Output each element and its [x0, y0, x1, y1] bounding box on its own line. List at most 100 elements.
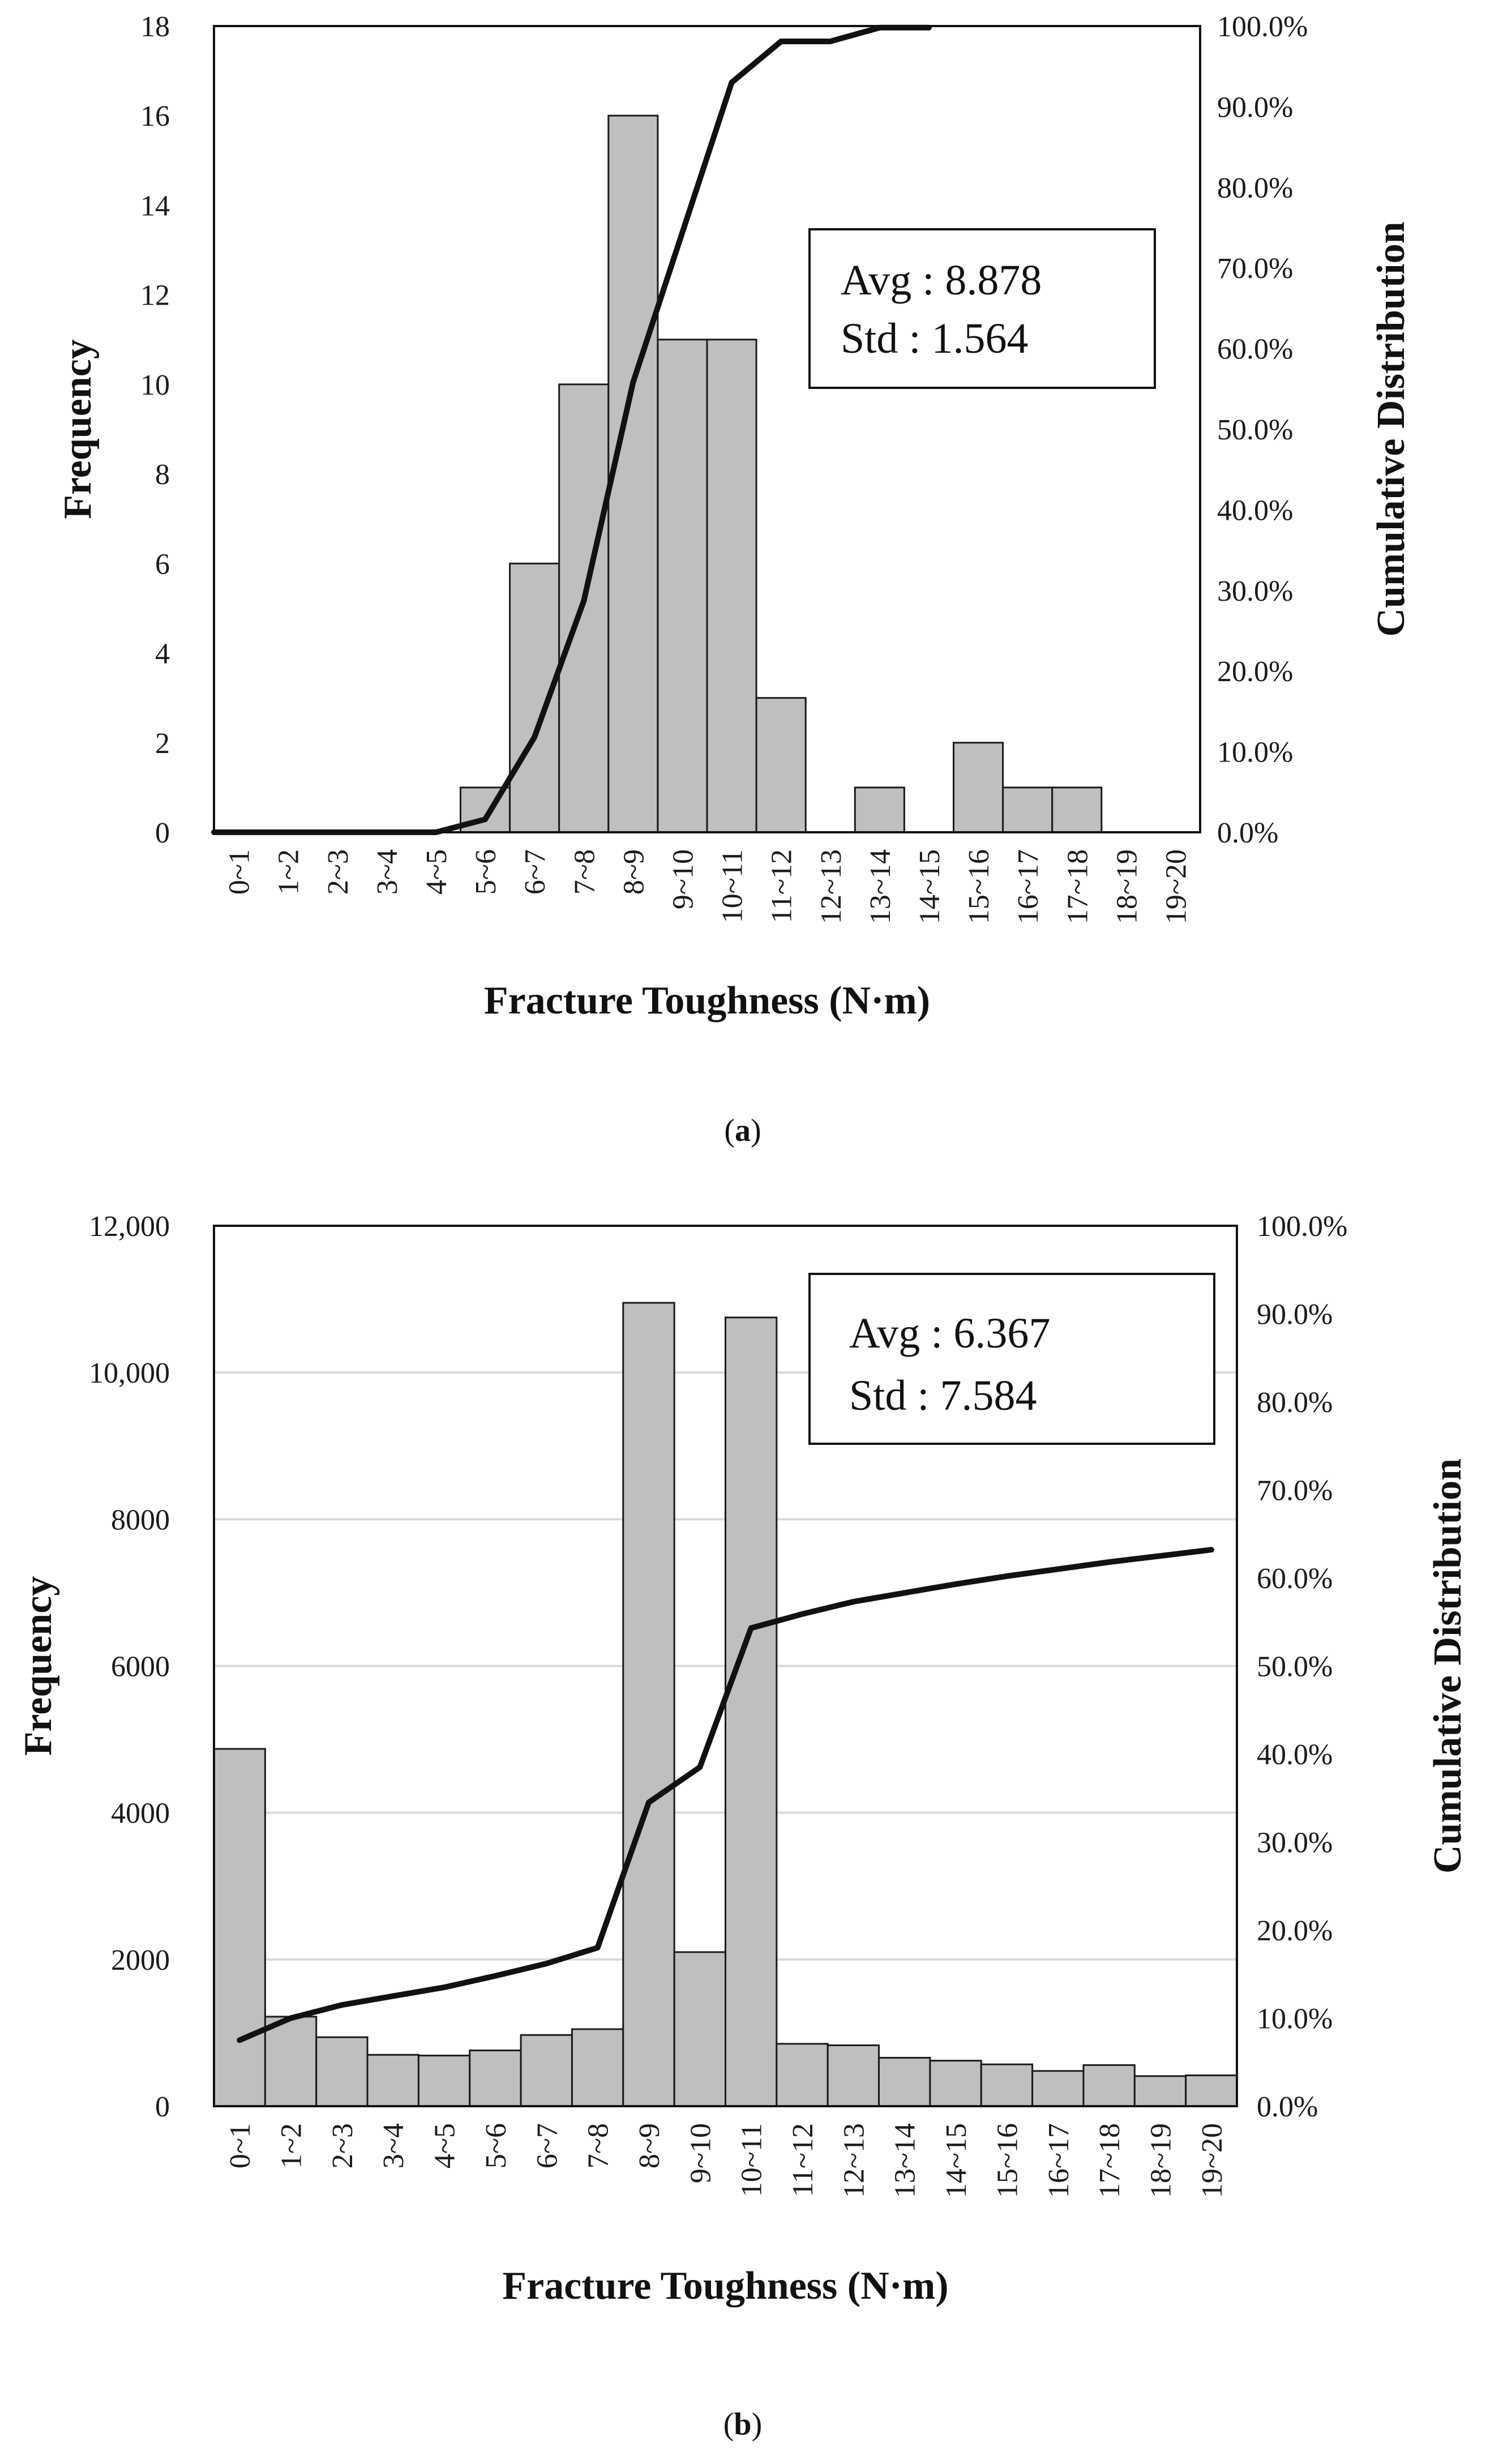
y-tick-label: 12,000 — [89, 1210, 170, 1243]
bar-2~3 — [315, 2036, 369, 2107]
bar-13~14 — [878, 2056, 931, 2107]
y2-tick-label: 30.0% — [1257, 1827, 1333, 1859]
y2-tick-label: 100.0% — [1217, 11, 1308, 43]
x-tick-label: 18~19 — [1145, 2123, 1177, 2198]
y2-tick-label: 80.0% — [1257, 1387, 1333, 1419]
bar-10~11 — [706, 339, 757, 833]
y-tick-label: 14 — [140, 190, 170, 222]
y2-tick-label: 10.0% — [1257, 2003, 1333, 2035]
y-tick-label: 2000 — [111, 1944, 170, 1977]
x-tick-label: 12~13 — [838, 2123, 870, 2198]
x-tick-label: 11~12 — [766, 849, 798, 923]
y2-tick-label: 90.0% — [1217, 91, 1293, 123]
panel-label-letter: b — [734, 2407, 751, 2442]
bar-7~8 — [571, 2028, 624, 2107]
x-tick-label: 15~16 — [991, 2123, 1024, 2198]
bar-3~4 — [366, 2054, 419, 2107]
x-tick-label: 6~7 — [531, 2123, 563, 2168]
panel-label-open: ( — [724, 1113, 735, 1148]
x-tick-label: 10~11 — [717, 849, 749, 923]
cumulative-line — [237, 1547, 1214, 2043]
x-tick-label: 9~10 — [684, 2123, 717, 2183]
y2-tick-label: 60.0% — [1217, 333, 1293, 366]
x-axis-title: Fracture Toughness (N·m) — [502, 2264, 948, 2308]
bar-13~14 — [854, 786, 905, 833]
x-tick-label: 8~9 — [633, 2123, 666, 2168]
x-tick-label: 15~16 — [963, 849, 995, 924]
y2-tick-label: 20.0% — [1217, 656, 1293, 688]
y2-tick-label: 90.0% — [1257, 1299, 1333, 1331]
x-tick-label: 14~15 — [914, 849, 946, 924]
y-tick-label: 6 — [155, 548, 170, 580]
bar-0~1 — [213, 1748, 266, 2107]
y2-tick-label: 100.0% — [1257, 1210, 1347, 1243]
x-tick-label: 10~11 — [736, 2123, 768, 2197]
bar-16~17 — [1031, 2070, 1085, 2107]
bar-8~9 — [607, 114, 659, 833]
bar-8~9 — [622, 1302, 675, 2107]
x-tick-label: 19~20 — [1160, 849, 1192, 924]
x-tick-label: 7~8 — [583, 2123, 615, 2168]
y2-tick-label: 60.0% — [1257, 1563, 1333, 1595]
y2-tick-label: 10.0% — [1217, 737, 1293, 769]
x-tick-label: 4~5 — [429, 2123, 461, 2168]
y-tick-label: 12 — [140, 280, 170, 312]
y-tick-label: 8 — [155, 459, 170, 491]
x-tick-label: 7~8 — [568, 849, 601, 895]
x-tick-label: 9~10 — [667, 849, 699, 909]
cumulative-line — [211, 24, 932, 835]
y-tick-label: 10,000 — [89, 1357, 170, 1389]
bar-18~19 — [1133, 2075, 1187, 2107]
stats-std: Std : 7.584 — [849, 1372, 1037, 1419]
bar-17~18 — [1082, 2064, 1136, 2107]
y-tick-label: 16 — [140, 100, 170, 132]
chart-panel-b: 0 2000 4000 6000 8000 10,000 12,000 0.0% 10.0% 20… — [16, 1210, 1470, 2442]
bar-6~7 — [509, 562, 560, 833]
bar-17~18 — [1051, 786, 1103, 833]
x-tick-label: 1~2 — [276, 2123, 308, 2168]
bar-1~2 — [264, 2016, 318, 2107]
y2-axis-title: Cumulative Distribution — [1369, 221, 1413, 636]
x-tick-label: 13~14 — [889, 2123, 922, 2198]
x-tick-label: 16~17 — [1012, 849, 1044, 924]
x-tick-label: 17~18 — [1061, 849, 1094, 924]
bar-9~10 — [657, 339, 708, 833]
bar-6~7 — [520, 2034, 573, 2107]
bar-19~20 — [1185, 2074, 1238, 2107]
y-tick-label: 18 — [140, 11, 170, 43]
bar-16~17 — [1002, 786, 1054, 833]
x-tick-label: 18~19 — [1111, 849, 1143, 924]
bar-14~15 — [929, 2060, 982, 2107]
x-tick-label: 8~9 — [618, 849, 650, 895]
stats-avg: Avg : 6.367 — [849, 1310, 1050, 1357]
y2-tick-label: 0.0% — [1217, 817, 1278, 849]
x-tick-label: 5~6 — [480, 2123, 512, 2168]
panel-label-open: ( — [723, 2407, 734, 2442]
y2-axis-title: Cumulative Distribution — [1426, 1458, 1470, 1873]
stats-box — [808, 228, 1156, 389]
bar-4~5 — [417, 2055, 471, 2107]
panel-label: (a) — [724, 1113, 761, 1148]
bar-11~12 — [776, 2043, 829, 2107]
y-tick-label: 0 — [155, 817, 170, 849]
x-tick-label: 0~1 — [224, 849, 256, 895]
stats-std: Std : 1.564 — [841, 315, 1029, 362]
bar-15~16 — [953, 742, 1004, 833]
stats-avg: Avg : 8.878 — [841, 256, 1042, 304]
y2-tick-label: 50.0% — [1217, 414, 1293, 446]
y2-tick-label: 70.0% — [1257, 1475, 1333, 1507]
y2-tick-label: 30.0% — [1217, 575, 1293, 608]
y-tick-label: 2 — [155, 728, 170, 760]
y2-tick-label: 80.0% — [1217, 172, 1293, 204]
x-tick-label: 5~6 — [470, 849, 502, 895]
plot-frame — [213, 1225, 1238, 2107]
y-tick-label: 10 — [140, 369, 170, 401]
y2-tick-label: 40.0% — [1217, 494, 1293, 527]
x-tick-label: 2~3 — [322, 849, 354, 895]
bar-10~11 — [725, 1316, 778, 2107]
y-tick-label: 8000 — [111, 1504, 170, 1536]
x-tick-label: 6~7 — [519, 849, 551, 895]
bar-5~6 — [469, 2050, 522, 2107]
y-tick-label: 4000 — [111, 1798, 170, 1830]
